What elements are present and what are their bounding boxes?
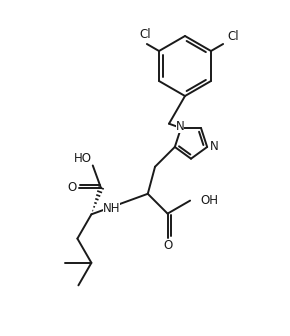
Text: O: O: [163, 239, 172, 252]
Text: O: O: [67, 180, 77, 194]
Text: Cl: Cl: [227, 31, 239, 43]
Text: NH: NH: [103, 202, 120, 215]
Text: Cl: Cl: [139, 29, 151, 42]
Text: HO: HO: [74, 152, 92, 165]
Text: N: N: [210, 140, 219, 154]
Text: OH: OH: [200, 194, 218, 207]
Text: N: N: [176, 121, 184, 133]
